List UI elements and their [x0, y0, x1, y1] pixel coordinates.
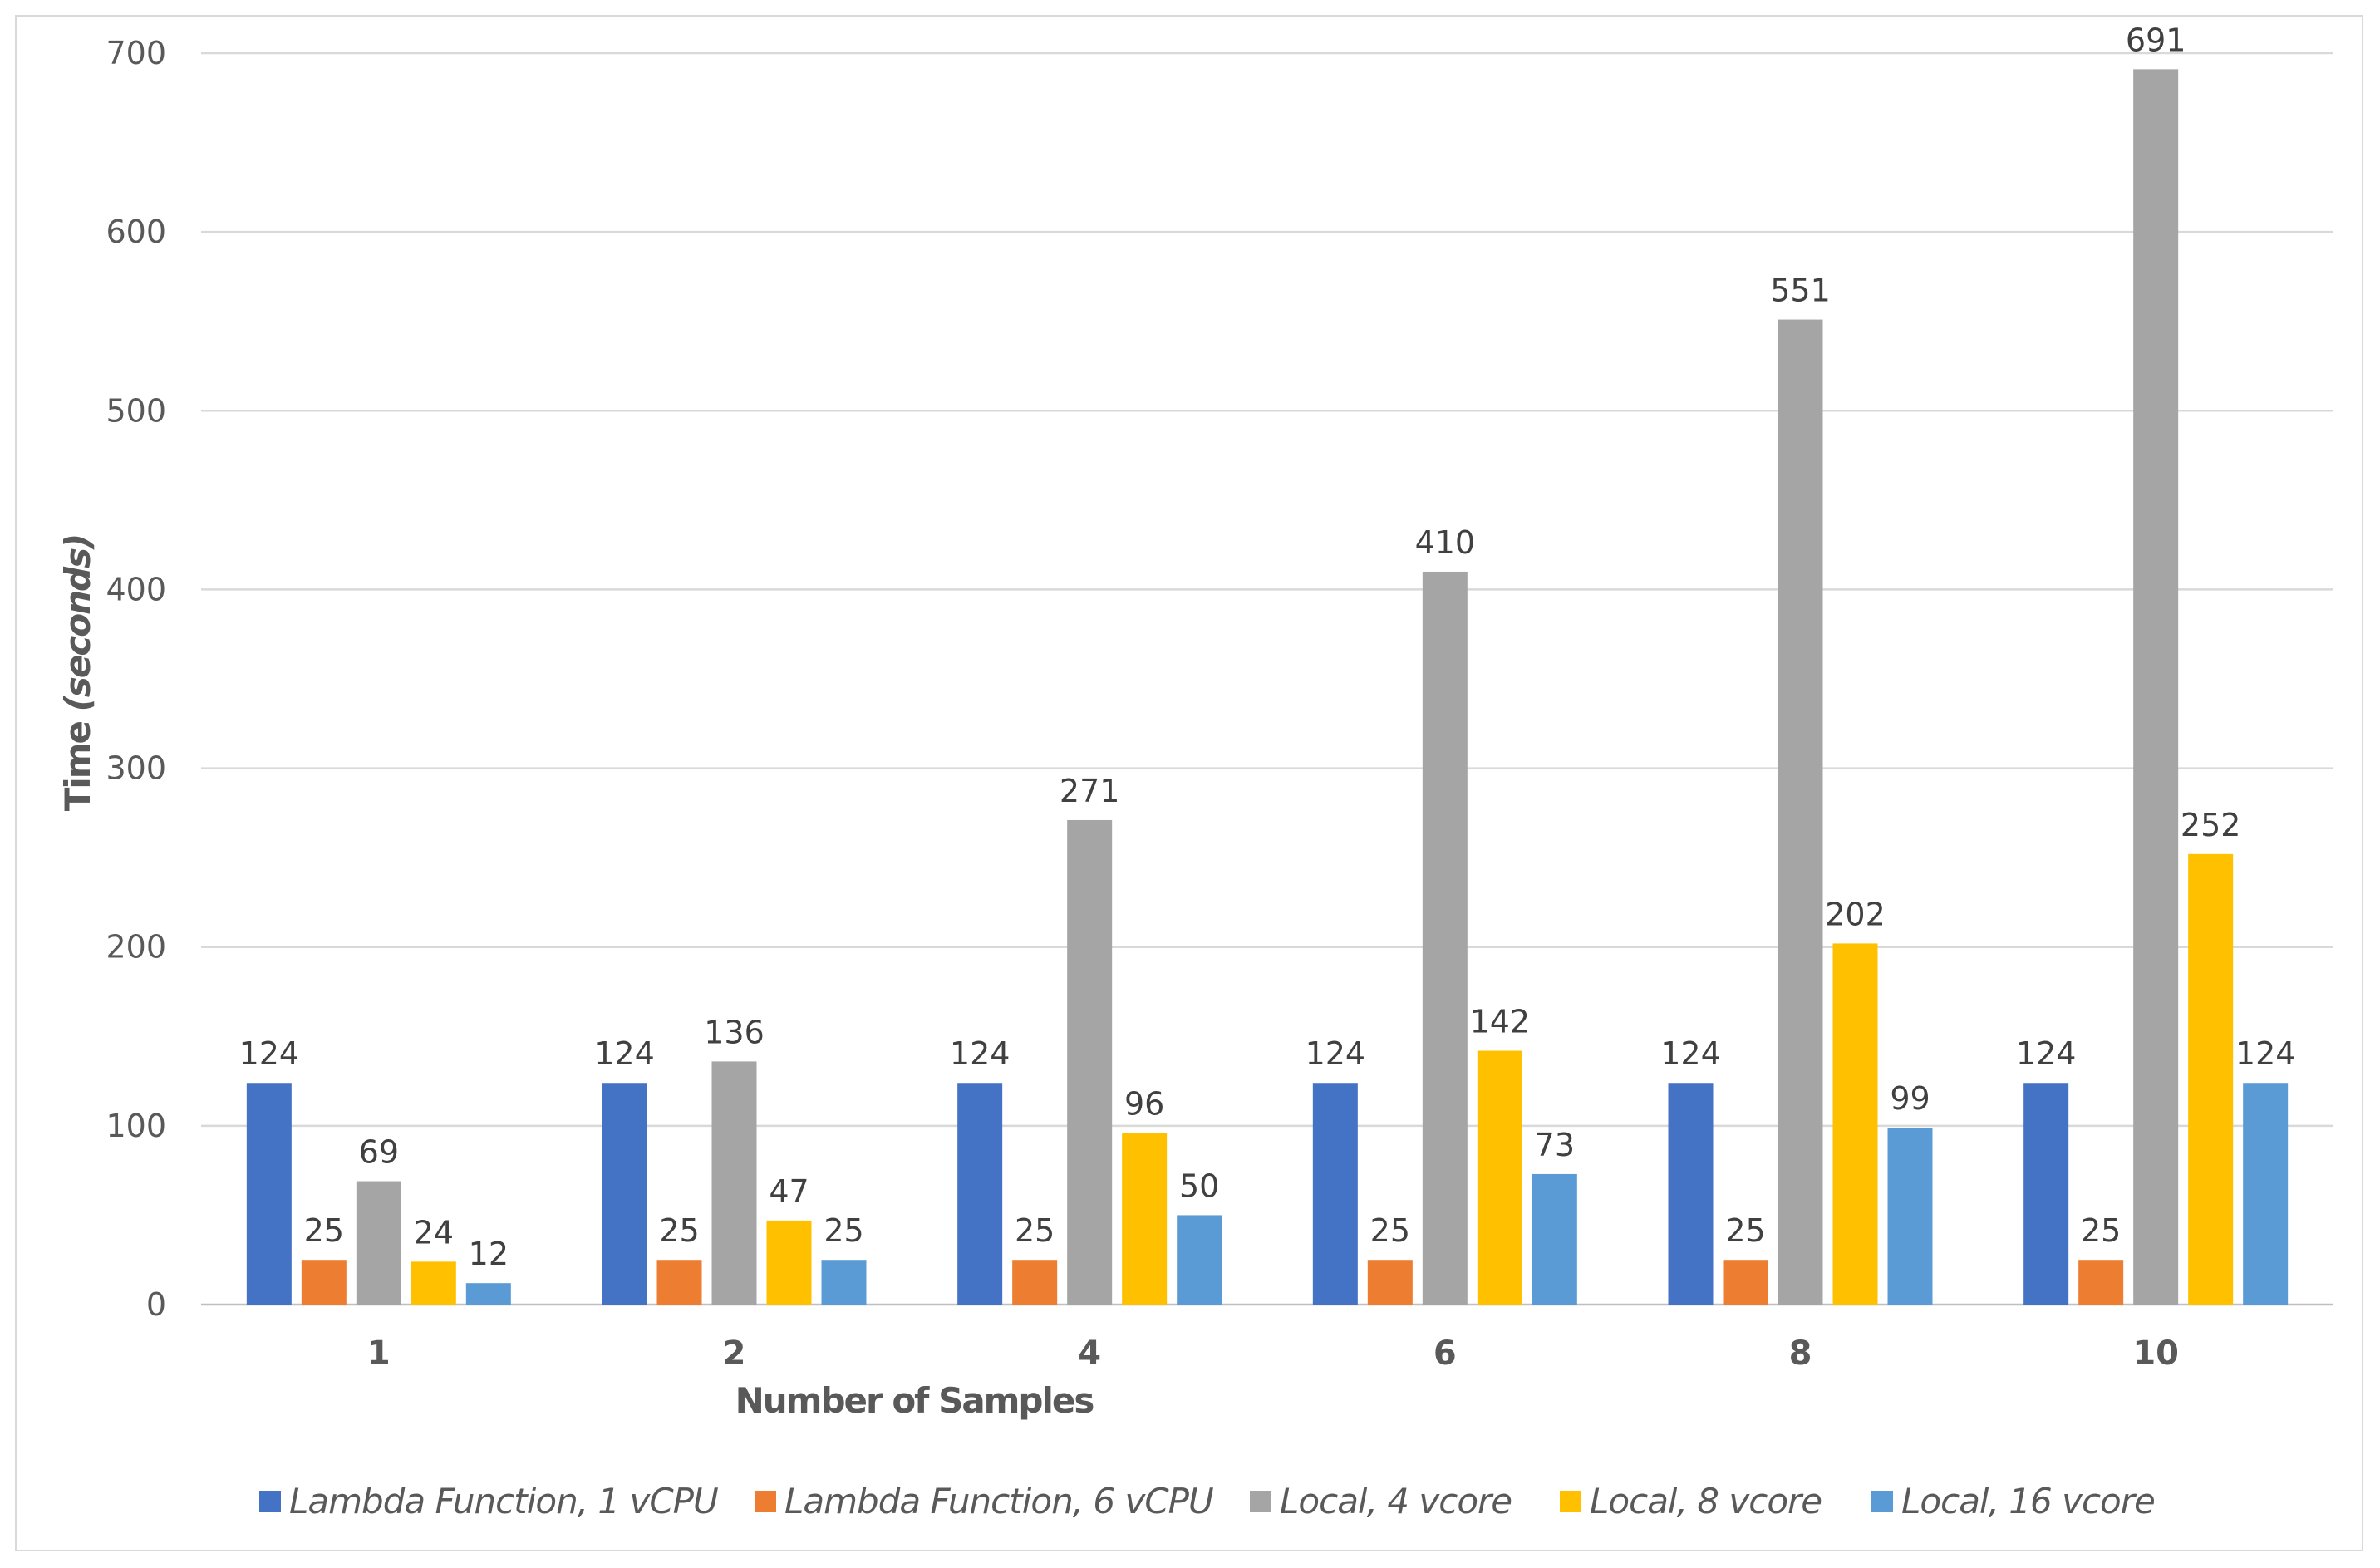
- x-tick-label: 2: [723, 1335, 746, 1373]
- data-label: 142: [1470, 1003, 1531, 1040]
- bar: [301, 1260, 347, 1305]
- bar: [246, 1083, 292, 1305]
- bar: [1778, 319, 1823, 1305]
- data-label: 24: [414, 1214, 454, 1251]
- y-tick-label: 500: [106, 392, 166, 429]
- bar: [2023, 1083, 2069, 1305]
- bar: [957, 1083, 1003, 1305]
- legend: Lambda Function, 1 vCPU Lambda Function, …: [259, 1481, 2156, 1521]
- bar: [1832, 943, 1878, 1305]
- data-label: 252: [2181, 807, 2241, 843]
- legend-swatch: [259, 1491, 281, 1512]
- y-tick-label: 600: [106, 214, 166, 250]
- legend-swatch: [1560, 1491, 1581, 1512]
- bar: [711, 1061, 757, 1305]
- x-tick-label: 8: [1789, 1335, 1812, 1373]
- bar: [2078, 1260, 2124, 1305]
- data-label: 124: [1306, 1035, 1366, 1072]
- bar: [1477, 1050, 1522, 1305]
- data-label: 25: [1015, 1212, 1055, 1249]
- data-label: 124: [950, 1035, 1011, 1072]
- bar: [1668, 1083, 1714, 1305]
- data-label: 25: [304, 1212, 344, 1249]
- data-label: 25: [1725, 1212, 1765, 1249]
- data-label: 691: [2126, 22, 2186, 58]
- y-axis-title-unit: (seconds): [57, 535, 98, 712]
- bar: [821, 1260, 867, 1305]
- bar: [656, 1260, 702, 1305]
- legend-label: Local, 4 vcore: [1280, 1481, 1512, 1521]
- data-label: 12: [469, 1236, 509, 1272]
- data-label: 99: [1890, 1080, 1930, 1117]
- bar: [1012, 1260, 1058, 1305]
- legend-swatch: [755, 1491, 776, 1512]
- y-axis-title-main: Time: [57, 721, 98, 811]
- bar: [2243, 1083, 2289, 1305]
- data-label: 136: [704, 1014, 765, 1050]
- y-axis-title: Time (seconds): [57, 535, 98, 812]
- bar: [356, 1181, 401, 1305]
- bar: [1177, 1215, 1222, 1305]
- bar: [1887, 1128, 1933, 1305]
- data-label: 271: [1060, 773, 1120, 809]
- data-label: 124: [2016, 1035, 2077, 1072]
- bar: [2188, 853, 2234, 1305]
- bars: [246, 69, 2289, 1305]
- bar: [465, 1283, 511, 1305]
- data-label: 25: [2081, 1212, 2121, 1249]
- data-label: 124: [594, 1035, 655, 1072]
- legend-swatch: [1871, 1491, 1893, 1512]
- bar: [1532, 1173, 1577, 1305]
- data-label: 69: [359, 1134, 399, 1171]
- data-label: 25: [659, 1212, 699, 1249]
- bar: [411, 1261, 456, 1305]
- bar: [1723, 1260, 1768, 1305]
- chart-frame: 0 100 200 300 400 500 600 700 124 25 69 24 12 124 25 1…: [15, 15, 2363, 1551]
- data-label: 551: [1770, 273, 1831, 309]
- x-tick-label: 1: [367, 1335, 391, 1373]
- data-labels: 124 25 69 24 12 124 25 136 47 25 124 25 271 96 50 124 25…: [239, 22, 2296, 1272]
- y-tick-label: 400: [106, 571, 166, 607]
- x-tick-label: 10: [2132, 1335, 2179, 1373]
- data-label: 124: [1660, 1035, 1721, 1072]
- bar: [2133, 69, 2179, 1305]
- bar: [602, 1083, 647, 1305]
- bar: [766, 1220, 812, 1305]
- data-label: 202: [1825, 896, 1886, 932]
- legend-swatch: [1250, 1491, 1271, 1512]
- data-label: 50: [1179, 1167, 1219, 1204]
- y-tick-label: 0: [146, 1286, 166, 1323]
- x-tick-label: 6: [1433, 1335, 1457, 1373]
- data-label: 124: [2235, 1035, 2296, 1072]
- gridlines: [201, 52, 2333, 1306]
- data-label: 96: [1124, 1085, 1164, 1122]
- x-tick-label: 4: [1078, 1335, 1101, 1373]
- bar: [1422, 571, 1468, 1305]
- bar: [1312, 1083, 1358, 1305]
- data-label: 124: [239, 1035, 300, 1072]
- data-label: 25: [1370, 1212, 1410, 1249]
- data-label: 410: [1415, 524, 1476, 561]
- y-axis-ticks: 0 100 200 300 400 500 600 700: [106, 35, 166, 1323]
- x-axis-title: Number of Samples: [735, 1380, 1094, 1421]
- bar: [1067, 819, 1113, 1305]
- bar: [1122, 1133, 1168, 1305]
- y-tick-label: 300: [106, 750, 166, 787]
- y-tick-label: 100: [106, 1108, 166, 1144]
- y-tick-label: 700: [106, 35, 166, 71]
- data-label: 25: [824, 1212, 863, 1249]
- legend-label: Lambda Function, 6 vCPU: [784, 1481, 1213, 1521]
- data-label: 47: [769, 1173, 809, 1210]
- legend-label: Local, 8 vcore: [1590, 1481, 1822, 1521]
- bar: [1367, 1260, 1413, 1305]
- legend-label: Local, 16 vcore: [1901, 1481, 2155, 1521]
- x-axis-ticks: 1 2 4 6 8 10: [367, 1335, 2179, 1373]
- legend-label: Lambda Function, 1 vCPU: [289, 1481, 718, 1521]
- data-label: 73: [1535, 1127, 1575, 1163]
- y-tick-label: 200: [106, 929, 166, 966]
